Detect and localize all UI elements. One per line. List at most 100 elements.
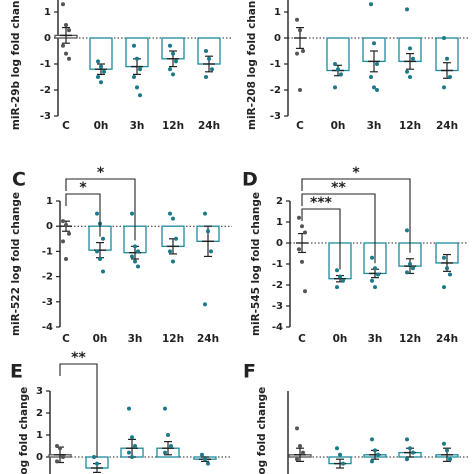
data-point (408, 262, 412, 266)
data-point (373, 448, 377, 453)
x-tick-label: 24h (198, 120, 220, 132)
y-tick-label: -3 (272, 301, 283, 312)
data-point (405, 270, 409, 275)
data-point (132, 75, 136, 79)
significance-bracket (301, 178, 411, 253)
data-point (130, 254, 134, 259)
data-point (341, 278, 345, 283)
y-tick-label: 2 (36, 408, 43, 419)
data-point (411, 266, 415, 271)
data-point (408, 46, 412, 51)
y-tick-label: -3 (40, 111, 51, 122)
data-point (301, 49, 305, 53)
data-point (64, 256, 68, 261)
data-point (448, 272, 452, 277)
data-point (67, 56, 71, 61)
data-point (303, 230, 307, 235)
data-point (338, 274, 342, 279)
data-point (166, 433, 170, 437)
data-point (168, 249, 172, 254)
data-point (169, 444, 173, 448)
y-tick-label: 3 (36, 386, 43, 397)
y-axis-label: miR-29b log fold change (10, 0, 22, 130)
data-point (405, 228, 409, 233)
data-point (64, 222, 68, 227)
x-tick-label: C (296, 120, 304, 132)
data-point (405, 7, 409, 12)
data-point (370, 459, 374, 464)
data-point (138, 93, 142, 98)
y-tick-label: 1 (274, 7, 281, 18)
data-point (210, 67, 214, 72)
data-point (411, 56, 415, 61)
x-tick-label: 12h (399, 120, 421, 132)
data-point (303, 289, 307, 294)
data-point (445, 448, 449, 453)
y-tick-label: -2 (42, 272, 53, 283)
data-point (163, 450, 167, 455)
data-point (370, 278, 374, 283)
y-tick-label: 0 (274, 33, 281, 44)
data-point (335, 446, 339, 451)
x-tick-label: 12h (162, 333, 184, 345)
data-point (95, 211, 99, 216)
data-point (168, 43, 172, 48)
y-tick-label: -1 (42, 246, 53, 257)
data-point (411, 450, 415, 455)
y-tick-label: 0 (36, 452, 43, 463)
data-point (300, 224, 304, 229)
data-point (376, 272, 380, 277)
data-point (96, 59, 100, 64)
data-point (408, 446, 412, 451)
data-point (98, 256, 102, 261)
data-point (61, 43, 65, 48)
y-tick-label: 1 (276, 217, 283, 228)
significance-label: ** (71, 350, 86, 366)
panel-letter: F (243, 361, 256, 383)
data-point (135, 56, 139, 61)
data-point (168, 211, 172, 216)
x-tick-label: 3h (368, 333, 383, 345)
data-point (127, 450, 131, 455)
data-point (335, 268, 339, 273)
data-point (442, 36, 446, 40)
data-point (405, 457, 409, 462)
data-point (92, 455, 96, 459)
data-point (204, 75, 208, 79)
data-point (370, 255, 374, 260)
data-point (297, 247, 301, 252)
data-point (339, 72, 343, 77)
x-tick-label: 3h (367, 120, 382, 132)
data-point (373, 266, 377, 271)
data-point (298, 88, 302, 92)
y-tick-label: -4 (42, 322, 53, 333)
significance-bracket (65, 193, 101, 237)
data-point (300, 259, 304, 264)
x-tick-label: 0h (93, 333, 108, 345)
data-point (298, 28, 302, 33)
data-point (295, 457, 299, 462)
data-point (203, 457, 207, 462)
significance-label: *** (310, 195, 333, 211)
data-point (171, 216, 175, 221)
y-tick-label: -3 (270, 111, 281, 122)
data-point (445, 56, 449, 61)
data-point (138, 67, 142, 72)
data-point (442, 441, 446, 446)
data-point (95, 461, 99, 466)
data-point (338, 452, 342, 457)
data-point (163, 406, 167, 411)
panel: log fold changeFC0h3h12h24h (243, 361, 468, 474)
data-point (168, 67, 172, 72)
data-point (442, 255, 446, 260)
data-point (99, 80, 103, 85)
data-point (209, 249, 213, 254)
data-point (203, 211, 207, 216)
data-point (55, 444, 59, 448)
data-point (61, 219, 65, 224)
data-point (67, 28, 71, 33)
significance-bracket (301, 208, 341, 270)
significance-label: ** (331, 180, 346, 196)
